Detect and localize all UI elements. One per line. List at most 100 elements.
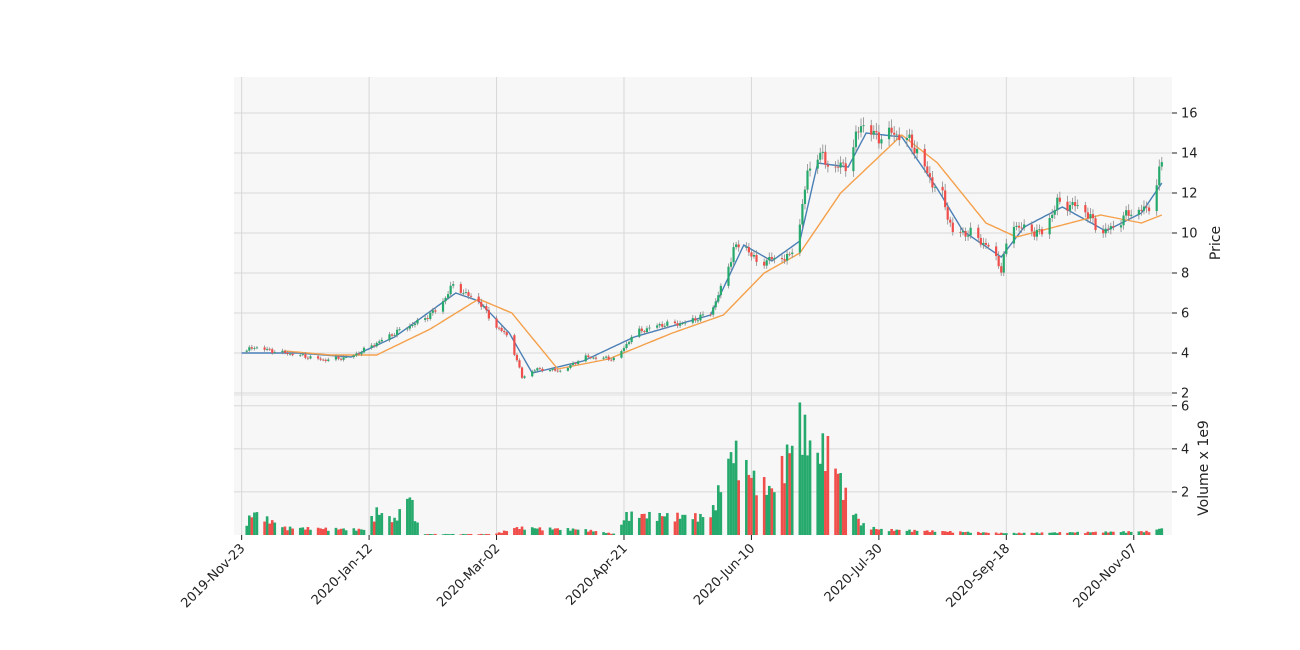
- candle-body: [538, 368, 541, 370]
- candle-body: [610, 359, 613, 361]
- candle-body: [533, 370, 536, 372]
- volume-bar: [890, 528, 893, 535]
- volume-bar: [1015, 533, 1018, 535]
- volume-bar: [658, 512, 661, 535]
- volume-bar: [574, 529, 577, 535]
- candle-body: [352, 355, 355, 358]
- volume-bar: [780, 455, 784, 535]
- volume-bar: [1053, 532, 1057, 535]
- volume-bar: [1012, 532, 1016, 535]
- candle-body: [887, 127, 891, 140]
- volume-bar: [1145, 530, 1148, 535]
- volume-bar: [844, 487, 848, 535]
- candle-body: [844, 163, 847, 172]
- candle-body: [589, 357, 592, 358]
- volume-bar: [434, 533, 437, 535]
- volume-bar: [1101, 532, 1105, 535]
- volume-bar: [872, 526, 876, 535]
- candle-body: [808, 168, 812, 171]
- volume-bar: [1089, 532, 1092, 535]
- volume-bar: [627, 520, 631, 535]
- candle-body: [566, 367, 570, 371]
- candle-body: [699, 314, 702, 321]
- price-tick-label: 6: [1181, 307, 1189, 322]
- candle-body: [890, 127, 893, 133]
- candle-body: [801, 203, 804, 225]
- volume-bar: [273, 522, 277, 535]
- candle-body: [788, 253, 791, 255]
- date-tick-label: 2020-Jul-30: [822, 541, 886, 605]
- candle-body: [602, 357, 605, 359]
- price-tick-label: 4: [1181, 347, 1189, 362]
- volume-bar: [268, 523, 271, 535]
- candle-body: [1071, 202, 1074, 205]
- candle-body: [747, 247, 750, 253]
- volume-bar: [969, 532, 972, 535]
- candle-body: [905, 137, 909, 141]
- volume-bar: [862, 523, 865, 535]
- volume-bar: [515, 527, 519, 535]
- volume-bar: [609, 533, 613, 535]
- volume-bar: [1091, 532, 1095, 535]
- volume-bar: [523, 529, 526, 535]
- candle-body: [1015, 225, 1018, 227]
- price-axis-title: Price: [1208, 226, 1224, 260]
- volume-bar: [1005, 533, 1008, 535]
- candle-body: [447, 294, 450, 298]
- candle-body: [987, 244, 990, 247]
- volume-bar: [291, 528, 294, 535]
- candle-body: [266, 348, 269, 350]
- volume-bar: [283, 526, 287, 535]
- volume-bar: [467, 534, 470, 535]
- volume-bar: [946, 531, 949, 535]
- volume-bar: [370, 515, 373, 535]
- volume-bar: [464, 534, 468, 535]
- candle-body: [324, 359, 327, 361]
- candle-body: [854, 131, 858, 148]
- candle-body: [531, 371, 534, 377]
- volume-bar: [648, 511, 651, 535]
- candle-body: [1160, 162, 1163, 167]
- volume-bar: [877, 529, 881, 535]
- candle-body: [923, 148, 926, 167]
- candle-body: [842, 162, 845, 164]
- volume-bar: [979, 532, 983, 535]
- candle-body: [880, 139, 883, 144]
- volume-bar: [1129, 531, 1133, 535]
- date-tick-label: 2019-Nov-23: [178, 541, 248, 611]
- volume-bar: [286, 530, 289, 535]
- candle-body: [625, 343, 628, 348]
- volume-bar: [895, 529, 899, 535]
- volume-bar: [253, 512, 256, 535]
- candle-body: [378, 341, 381, 343]
- volume-bar: [1147, 532, 1151, 535]
- volume-bar: [502, 530, 506, 535]
- volume-bar: [941, 531, 944, 535]
- date-tick-label: 2020-Jan-12: [309, 541, 376, 608]
- volume-bar: [770, 488, 774, 535]
- volume-bar: [859, 525, 863, 535]
- candle-body: [1122, 215, 1125, 226]
- candle-body: [877, 132, 880, 144]
- candle-body: [373, 345, 376, 347]
- candle-body: [569, 364, 572, 368]
- volume-tick-label: 2: [1181, 485, 1189, 500]
- volume-bar: [1124, 532, 1128, 535]
- volume-bar: [411, 499, 414, 535]
- volume-bar: [1084, 533, 1087, 535]
- candle-body: [1158, 166, 1161, 186]
- volume-bar: [408, 497, 412, 535]
- candle-body: [643, 331, 646, 333]
- candle-body: [770, 257, 773, 260]
- candle-body: [997, 256, 1000, 267]
- volume-bar: [716, 485, 720, 535]
- candle-body: [523, 376, 526, 378]
- volume-bar: [801, 454, 804, 535]
- volume-bar: [755, 495, 758, 535]
- candle-body: [1102, 230, 1105, 234]
- candle-body: [622, 347, 626, 352]
- date-tick-label: 2020-Jun-10: [691, 541, 758, 608]
- volume-bar: [933, 531, 937, 535]
- candle-body: [1058, 197, 1061, 202]
- candle-body: [1112, 226, 1115, 228]
